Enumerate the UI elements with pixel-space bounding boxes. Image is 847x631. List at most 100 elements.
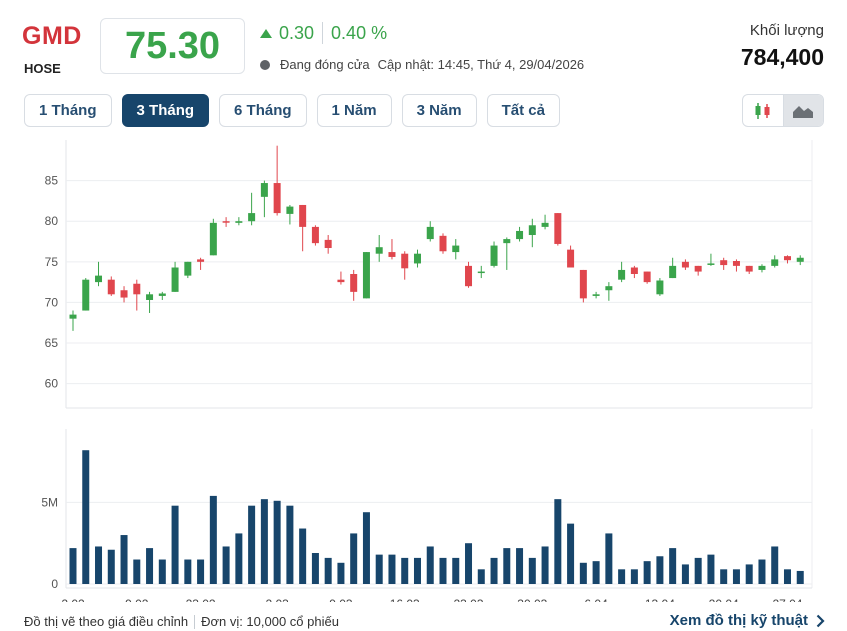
candle bbox=[516, 226, 524, 242]
candle bbox=[413, 249, 421, 268]
candle bbox=[630, 265, 638, 279]
tab-1-month[interactable]: 1 Tháng bbox=[24, 94, 112, 127]
candle bbox=[107, 276, 115, 296]
updated-time: Cập nhật: 14:45, Thứ 4, 29/04/2026 bbox=[377, 57, 585, 72]
volume-bar bbox=[554, 499, 562, 584]
volume-bar bbox=[669, 548, 677, 584]
volume-bar bbox=[605, 533, 613, 584]
candle-body bbox=[707, 263, 715, 265]
candle bbox=[477, 265, 485, 279]
volume-bar bbox=[452, 557, 460, 584]
candle-body bbox=[541, 222, 549, 227]
volume-bar bbox=[248, 505, 256, 584]
candle bbox=[554, 213, 562, 246]
x-tick-label: 16.03 bbox=[390, 597, 420, 602]
x-tick-label: 2.03 bbox=[265, 597, 289, 602]
candle-body bbox=[516, 230, 524, 240]
candle bbox=[592, 291, 600, 299]
volume-bar bbox=[439, 557, 447, 584]
volume-bar bbox=[503, 548, 511, 584]
candle bbox=[528, 218, 536, 248]
volume-bar bbox=[184, 559, 192, 584]
candle-body bbox=[579, 269, 587, 299]
candle-body bbox=[681, 261, 689, 268]
candle-body bbox=[248, 213, 256, 222]
candle-body bbox=[477, 271, 485, 274]
candle-body bbox=[350, 274, 358, 292]
candle bbox=[120, 286, 128, 303]
x-tick-label: 13.04 bbox=[645, 597, 675, 602]
volume-bar bbox=[541, 546, 549, 584]
ticker-symbol: GMD bbox=[22, 22, 82, 50]
candle-body bbox=[222, 221, 230, 223]
volume-bar bbox=[171, 505, 179, 584]
exchange-label: HOSE bbox=[24, 61, 61, 76]
divider bbox=[322, 22, 324, 44]
period-tabs: 1 Tháng 3 Tháng 6 Tháng 1 Năm 3 Năm Tất … bbox=[24, 94, 570, 127]
volume-bar bbox=[643, 561, 651, 584]
price-tick-label: 65 bbox=[45, 336, 59, 350]
volume-bar bbox=[630, 569, 638, 584]
candle-body bbox=[439, 235, 447, 252]
candle bbox=[324, 235, 332, 254]
candlestick-button[interactable] bbox=[743, 95, 783, 126]
candle-body bbox=[758, 265, 766, 270]
candle bbox=[681, 259, 689, 270]
volume-bar bbox=[796, 570, 804, 584]
candle-body bbox=[260, 183, 268, 197]
x-tick-label: 6.04 bbox=[584, 597, 608, 602]
candle-body bbox=[299, 204, 307, 227]
candle bbox=[311, 225, 319, 246]
volume-bar bbox=[133, 559, 141, 584]
volume-bar bbox=[783, 569, 791, 584]
price-tick-label: 70 bbox=[45, 295, 59, 309]
tab-all[interactable]: Tất cả bbox=[486, 94, 560, 127]
candle-body bbox=[605, 286, 613, 291]
candle-body bbox=[771, 259, 779, 266]
candle-body bbox=[133, 283, 141, 295]
volume-bar bbox=[745, 564, 753, 584]
candle bbox=[656, 278, 664, 296]
change-value: 0.30 bbox=[279, 22, 315, 43]
tab-1-year[interactable]: 1 Năm bbox=[316, 94, 392, 127]
candle bbox=[158, 291, 166, 300]
candle bbox=[503, 237, 511, 270]
price-gridlines: 60 65 70 75 80 85 bbox=[45, 140, 813, 409]
candle-body bbox=[528, 225, 536, 236]
candle bbox=[69, 310, 77, 331]
volume-bar bbox=[235, 533, 243, 584]
candle-body bbox=[783, 256, 791, 261]
chart-type-toggle bbox=[742, 94, 824, 127]
candle-body bbox=[171, 267, 179, 292]
candle-body bbox=[669, 265, 677, 279]
candle-body bbox=[452, 245, 460, 253]
x-tick-label: 20.04 bbox=[709, 597, 739, 602]
x-axis-labels: 2.02 9.02 23.02 2.03 9.03 16.03 23.03 30.03 6.04… bbox=[61, 597, 803, 602]
volume-bar bbox=[579, 562, 587, 584]
candle-body bbox=[158, 293, 166, 296]
area-chart-button[interactable] bbox=[782, 95, 823, 126]
status-text: Đang đóng cửa bbox=[280, 57, 370, 72]
x-tick-label: 27.04 bbox=[772, 597, 802, 602]
candle bbox=[605, 282, 613, 301]
tab-3-months[interactable]: 3 Tháng bbox=[121, 94, 210, 127]
volume-bar bbox=[567, 523, 575, 584]
technical-chart-link[interactable]: Xem đồ thị kỹ thuật bbox=[670, 612, 825, 629]
candle bbox=[783, 255, 791, 264]
volume-bar bbox=[299, 528, 307, 584]
volume-bar bbox=[720, 569, 728, 584]
volume-bar bbox=[95, 546, 103, 584]
tab-3-years[interactable]: 3 Năm bbox=[401, 94, 477, 127]
volume-bar bbox=[350, 533, 358, 584]
x-tick-label: 23.03 bbox=[454, 597, 484, 602]
volume-bar bbox=[592, 561, 600, 584]
candle bbox=[197, 257, 205, 270]
candlestick-icon bbox=[755, 102, 770, 119]
candle bbox=[82, 278, 90, 311]
candle bbox=[388, 239, 396, 260]
tab-6-months[interactable]: 6 Tháng bbox=[219, 94, 307, 127]
market-status: Đang đóng cửa Cập nhật: 14:45, Thứ 4, 29… bbox=[260, 57, 584, 72]
candle bbox=[248, 192, 256, 226]
volume-bar bbox=[388, 554, 396, 584]
candle bbox=[146, 291, 154, 313]
